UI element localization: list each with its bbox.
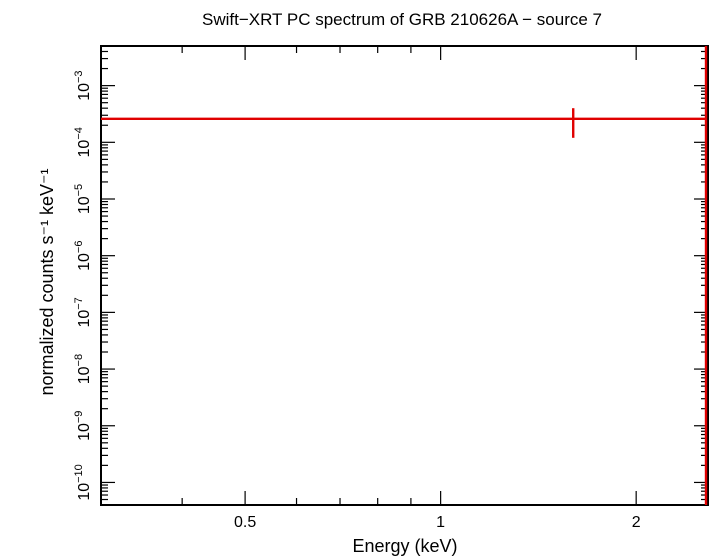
y-tick-base: 10	[76, 423, 93, 441]
y-tick-base: 10	[76, 366, 93, 384]
y-tick-label: 10−7	[73, 297, 93, 327]
y-tick-label: 10−4	[73, 127, 93, 157]
y-tick-exponent: −7	[73, 297, 85, 310]
data-points	[101, 46, 708, 505]
y-tick-label: 10−8	[73, 354, 93, 384]
y-tick-exponent: −4	[73, 127, 85, 140]
y-tick-base: 10	[76, 83, 93, 101]
y-tick-exponent: −8	[73, 354, 85, 367]
y-tick-base: 10	[76, 253, 93, 271]
data-point	[704, 46, 708, 505]
x-axis-label: Energy (keV)	[352, 536, 457, 556]
x-tick-label: 1	[436, 514, 445, 531]
y-tick-exponent: −9	[73, 411, 85, 424]
y-tick-label: 10−9	[73, 411, 93, 441]
data-point	[101, 108, 706, 138]
plot-frame	[100, 45, 709, 506]
y-axis-label: normalized counts s⁻¹ keV⁻¹	[37, 168, 57, 395]
y-tick-exponent: −3	[73, 70, 85, 83]
plot-border	[100, 45, 709, 506]
y-tick-label: 10−6	[73, 241, 93, 271]
y-tick-base: 10	[76, 140, 93, 158]
x-tick-label: 2	[632, 514, 641, 531]
y-tick-label: 10−3	[73, 70, 93, 100]
y-tick-base: 10	[76, 196, 93, 214]
chart-title: Swift−XRT PC spectrum of GRB 210626A − s…	[202, 10, 602, 29]
y-tick-exponent: −6	[73, 241, 85, 254]
y-tick-exponent: −5	[73, 184, 85, 197]
y-tick-base: 10	[76, 483, 93, 501]
x-tick-label: 0.5	[234, 514, 256, 531]
y-tick-label: 10−10	[73, 464, 93, 500]
y-tick-label: 10−5	[73, 184, 93, 214]
y-tick-base: 10	[76, 310, 93, 328]
y-tick-exponent: −10	[73, 464, 85, 483]
